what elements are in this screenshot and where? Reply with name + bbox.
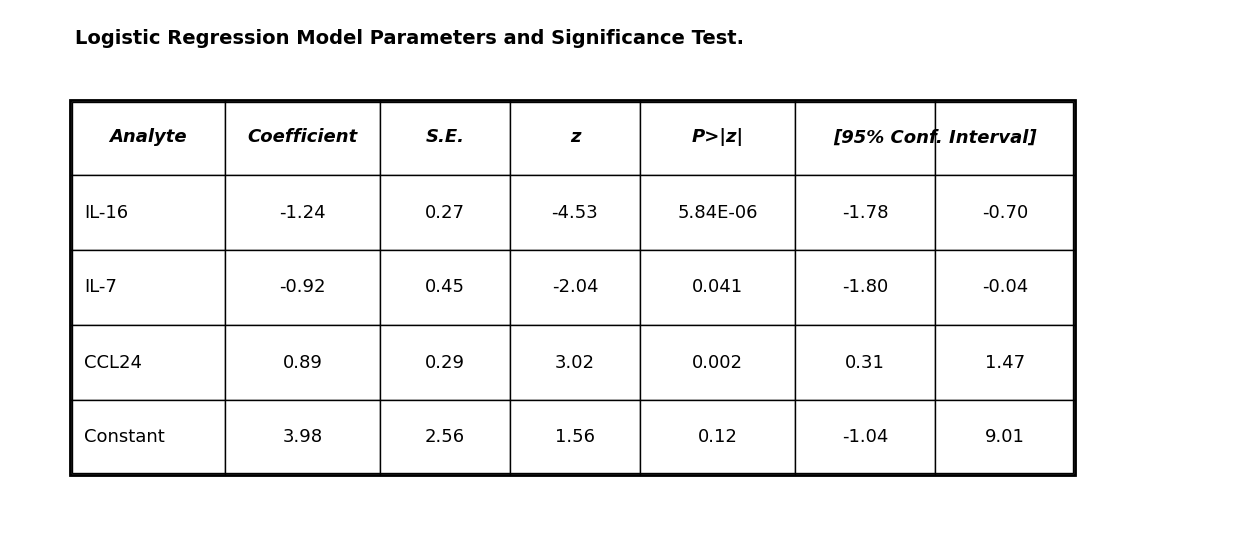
Text: 0.12: 0.12	[698, 429, 738, 446]
Bar	[640, 175, 795, 250]
Bar	[795, 100, 935, 175]
Text: CCL24: CCL24	[84, 354, 143, 371]
Bar	[69, 100, 224, 175]
Text: [95% Conf. Interval]: [95% Conf. Interval]	[833, 128, 1037, 147]
Bar	[379, 325, 510, 400]
Bar	[69, 250, 224, 325]
Text: 0.041: 0.041	[692, 278, 743, 296]
Bar	[640, 400, 795, 475]
Text: IL-16: IL-16	[84, 203, 128, 222]
Bar	[69, 175, 224, 250]
Text: 9.01: 9.01	[985, 429, 1025, 446]
Bar	[795, 175, 935, 250]
Text: -1.78: -1.78	[842, 203, 888, 222]
Bar	[379, 100, 510, 175]
Text: 0.29: 0.29	[425, 354, 465, 371]
Text: 0.31: 0.31	[846, 354, 885, 371]
Bar	[224, 250, 379, 325]
Text: 0.27: 0.27	[425, 203, 465, 222]
Text: 2.56: 2.56	[425, 429, 465, 446]
Bar	[795, 325, 935, 400]
Bar	[510, 175, 640, 250]
Bar	[510, 400, 640, 475]
Text: 0.89: 0.89	[283, 354, 322, 371]
Bar	[935, 325, 1075, 400]
Bar	[69, 100, 1075, 475]
Bar	[795, 400, 935, 475]
Bar	[935, 400, 1075, 475]
Bar	[510, 100, 640, 175]
Text: -0.04: -0.04	[982, 278, 1028, 296]
Text: 0.45: 0.45	[425, 278, 465, 296]
Bar	[69, 400, 224, 475]
Bar	[640, 250, 795, 325]
Bar	[935, 250, 1075, 325]
Text: -1.24: -1.24	[279, 203, 326, 222]
Text: 3.02: 3.02	[556, 354, 595, 371]
Text: z: z	[569, 128, 580, 147]
Bar	[935, 175, 1075, 250]
Bar	[224, 175, 379, 250]
Bar	[69, 325, 224, 400]
Bar	[379, 400, 510, 475]
Bar	[510, 250, 640, 325]
Text: Logistic Regression Model Parameters and Significance Test.: Logistic Regression Model Parameters and…	[74, 29, 744, 47]
Text: 5.84E-06: 5.84E-06	[677, 203, 758, 222]
Text: Analyte: Analyte	[109, 128, 186, 147]
Text: S.E.: S.E.	[425, 128, 465, 147]
Text: -0.92: -0.92	[279, 278, 326, 296]
Bar	[72, 102, 1073, 473]
Bar	[224, 325, 379, 400]
Text: Constant: Constant	[84, 429, 165, 446]
Bar	[379, 250, 510, 325]
Text: -2.04: -2.04	[552, 278, 598, 296]
Bar	[795, 250, 935, 325]
Text: 1.47: 1.47	[985, 354, 1025, 371]
Text: 3.98: 3.98	[283, 429, 322, 446]
Bar	[510, 325, 640, 400]
Text: 0.002: 0.002	[692, 354, 743, 371]
Text: -0.70: -0.70	[982, 203, 1028, 222]
Bar	[224, 100, 379, 175]
Text: -4.53: -4.53	[552, 203, 599, 222]
Text: -1.80: -1.80	[842, 278, 888, 296]
Bar	[379, 175, 510, 250]
Text: P>|z|: P>|z|	[692, 128, 744, 147]
Bar	[640, 100, 795, 175]
Bar	[640, 325, 795, 400]
Bar	[935, 100, 1075, 175]
Text: 1.56: 1.56	[556, 429, 595, 446]
Bar	[224, 400, 379, 475]
Text: IL-7: IL-7	[84, 278, 117, 296]
Text: Coefficient: Coefficient	[247, 128, 357, 147]
Text: -1.04: -1.04	[842, 429, 888, 446]
